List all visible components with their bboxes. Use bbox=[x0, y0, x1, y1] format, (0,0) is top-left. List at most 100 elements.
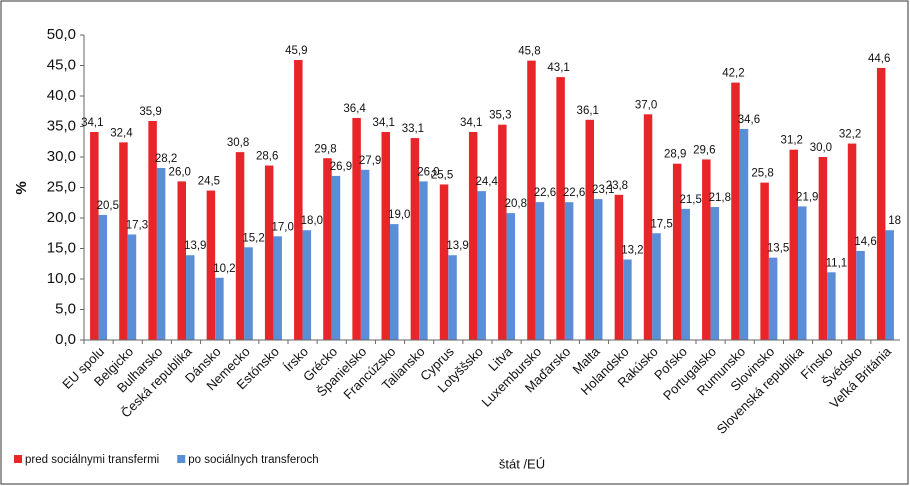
legend-swatch bbox=[14, 455, 22, 463]
value-label: 36,4 bbox=[343, 103, 366, 115]
value-label: 20,8 bbox=[505, 198, 527, 210]
value-label: 43,1 bbox=[547, 62, 569, 74]
bar bbox=[594, 199, 603, 340]
value-label: 42,2 bbox=[722, 68, 744, 80]
bar bbox=[885, 230, 894, 340]
value-label: 30,0 bbox=[810, 142, 832, 154]
y-tick-label: 40,0 bbox=[47, 87, 76, 104]
value-label: 26,9 bbox=[330, 161, 352, 173]
bar bbox=[652, 233, 661, 340]
bar bbox=[506, 213, 516, 340]
legend-label: pred sociálnymi transfermi bbox=[25, 454, 159, 466]
bar bbox=[215, 277, 224, 340]
value-label: 24,5 bbox=[198, 176, 220, 188]
value-label: 33,1 bbox=[402, 123, 424, 135]
value-label: 19,0 bbox=[388, 209, 410, 221]
value-label: 45,9 bbox=[285, 45, 307, 57]
bar bbox=[235, 152, 245, 340]
value-label: 34,1 bbox=[373, 117, 395, 129]
value-label: 13,2 bbox=[621, 245, 643, 257]
bar bbox=[390, 224, 399, 340]
value-label: 23,1 bbox=[592, 184, 614, 196]
bar bbox=[760, 182, 769, 340]
bar bbox=[419, 181, 428, 340]
bar bbox=[264, 165, 274, 340]
value-label: 20,5 bbox=[97, 200, 119, 212]
value-label: 21,9 bbox=[796, 191, 818, 203]
value-label: 35,9 bbox=[139, 106, 161, 118]
value-label: 28,9 bbox=[664, 149, 686, 161]
bar bbox=[156, 167, 166, 340]
bar bbox=[302, 230, 312, 340]
bar bbox=[818, 157, 828, 340]
bar bbox=[119, 142, 128, 340]
y-tick-label: 35,0 bbox=[47, 117, 76, 134]
bar bbox=[206, 190, 216, 340]
bar bbox=[731, 82, 740, 340]
value-label: 34,1 bbox=[81, 117, 103, 129]
value-label: 13,9 bbox=[446, 240, 468, 252]
value-label: 32,2 bbox=[839, 129, 861, 141]
y-tick-label: 15,0 bbox=[47, 239, 76, 256]
value-label: 14,6 bbox=[854, 236, 876, 248]
bar bbox=[847, 143, 857, 340]
bar bbox=[448, 255, 457, 340]
bar bbox=[468, 131, 478, 340]
bar bbox=[768, 257, 778, 340]
value-label: 10,2 bbox=[213, 263, 235, 275]
value-label: 28,2 bbox=[155, 153, 177, 165]
bar bbox=[148, 121, 157, 340]
value-label: 25,5 bbox=[431, 169, 453, 181]
value-label: 11,1 bbox=[826, 257, 848, 269]
bar bbox=[535, 202, 545, 340]
value-label: 29,8 bbox=[314, 143, 336, 155]
value-label: 44,6 bbox=[868, 53, 890, 65]
value-label: 31,2 bbox=[781, 135, 803, 147]
y-tick-label: 0,0 bbox=[55, 331, 76, 348]
value-label: 23,8 bbox=[606, 180, 628, 192]
value-label: 26,0 bbox=[169, 166, 191, 178]
value-label: 37,0 bbox=[635, 99, 657, 111]
value-label: 24,4 bbox=[475, 176, 498, 188]
x-axis-label: štát /EÚ bbox=[499, 456, 545, 471]
value-label: 34,1 bbox=[460, 117, 482, 129]
value-label: 15,2 bbox=[242, 232, 264, 244]
value-label: 18 bbox=[888, 215, 901, 227]
bar bbox=[381, 131, 390, 340]
y-tick-label: 45,0 bbox=[47, 56, 76, 73]
value-label: 17,0 bbox=[271, 221, 293, 233]
y-tick-label: 30,0 bbox=[47, 148, 76, 165]
value-label: 35,3 bbox=[489, 110, 511, 122]
bar bbox=[98, 214, 108, 340]
bar bbox=[614, 194, 624, 340]
y-axis-label: % bbox=[13, 181, 30, 194]
value-label: 22,6 bbox=[563, 187, 585, 199]
value-label: 18,0 bbox=[301, 215, 323, 227]
bar bbox=[585, 119, 594, 340]
bar bbox=[186, 255, 195, 340]
value-label: 13,5 bbox=[767, 243, 789, 255]
bar bbox=[273, 236, 282, 340]
value-label: 13,9 bbox=[184, 240, 206, 252]
value-label: 45,8 bbox=[518, 46, 540, 58]
bar bbox=[498, 124, 507, 340]
bar bbox=[623, 259, 632, 340]
bar bbox=[556, 77, 565, 340]
value-label: 17,3 bbox=[126, 220, 148, 232]
y-tick-label: 50,0 bbox=[47, 26, 76, 43]
value-label: 22,6 bbox=[534, 187, 556, 199]
legend-label: po sociálnych transferoch bbox=[188, 454, 318, 466]
bar bbox=[323, 158, 332, 340]
bar bbox=[856, 250, 865, 340]
bar bbox=[827, 272, 836, 340]
legend-swatch bbox=[177, 455, 186, 463]
value-label: 30,8 bbox=[227, 137, 249, 149]
bar bbox=[352, 117, 361, 341]
bar bbox=[710, 207, 720, 340]
bar bbox=[244, 247, 253, 340]
value-label: 34,6 bbox=[738, 114, 760, 126]
value-label: 17,5 bbox=[650, 218, 672, 230]
bar bbox=[477, 191, 486, 340]
bar bbox=[739, 128, 749, 340]
